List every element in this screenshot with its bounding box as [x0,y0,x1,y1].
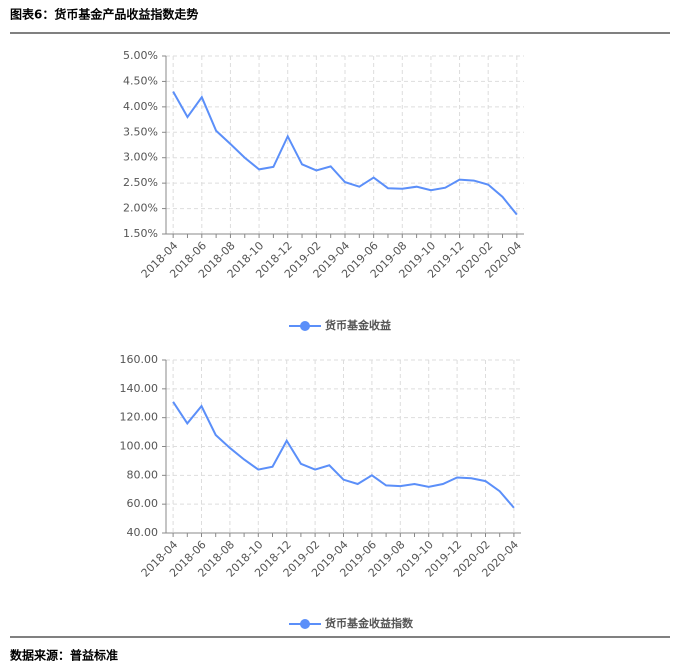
y-tick-label: 140.00 [120,382,159,395]
legend-marker [300,619,310,629]
legend-marker [300,321,310,331]
y-tick-label: 1.50% [123,227,158,240]
y-tick-label: 4.00% [123,100,158,113]
page-title: 图表6：货币基金产品收益指数走势 [10,7,198,22]
y-tick-label: 100.00 [120,440,159,453]
y-tick-label: 4.50% [123,74,158,87]
y-tick-label: 5.00% [123,49,158,62]
y-tick-label: 3.50% [123,125,158,138]
y-tick-label: 60.00 [127,497,159,510]
series-line [172,91,518,216]
legend-label: 货币基金收益 [324,318,391,332]
y-tick-label: 2.00% [123,202,158,215]
y-tick-label: 80.00 [127,468,159,481]
y-tick-label: 160.00 [120,353,159,366]
series-line [172,401,515,509]
source-note: 数据来源：普益标准 [10,648,118,663]
legend-label: 货币基金收益指数 [324,616,414,630]
y-tick-label: 120.00 [120,411,159,424]
y-tick-label: 3.00% [123,151,158,164]
y-tick-label: 2.50% [123,176,158,189]
y-tick-label: 40.00 [127,526,159,539]
